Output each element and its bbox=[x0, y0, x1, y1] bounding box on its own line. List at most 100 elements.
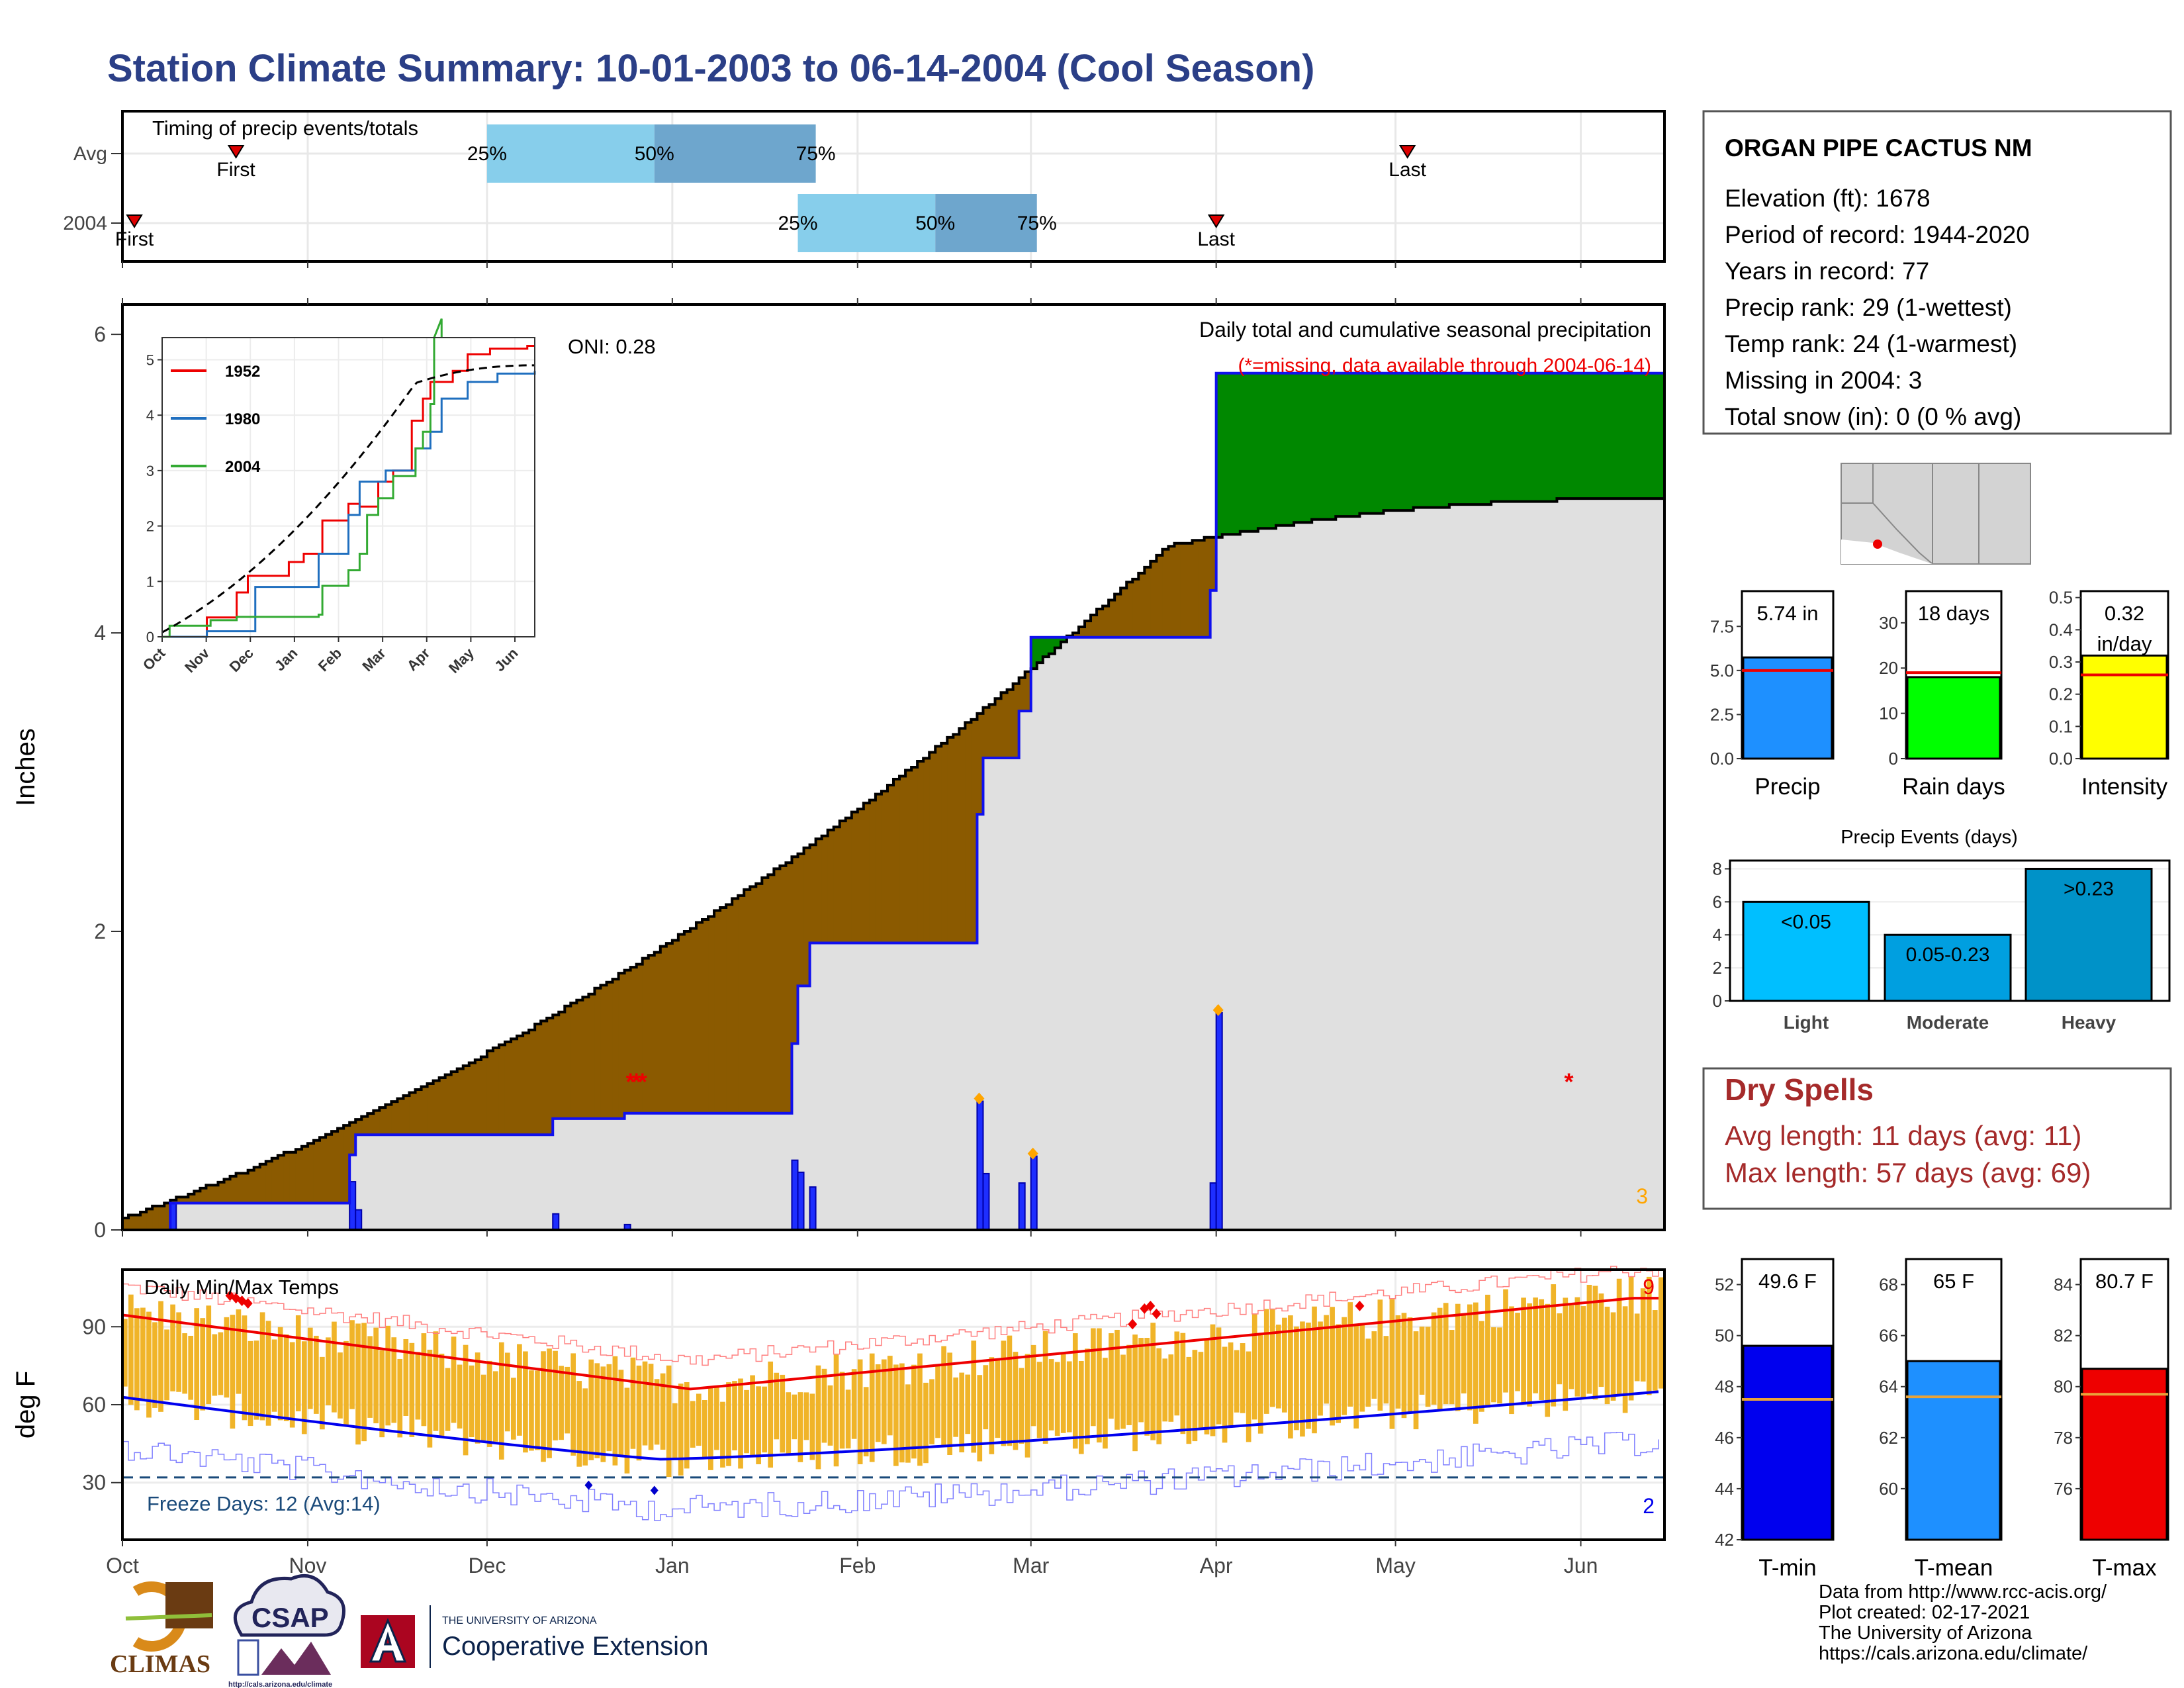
daily-temp-bar bbox=[1371, 1331, 1377, 1399]
summary-bar-y-tick-label: 10 bbox=[1879, 704, 1898, 724]
deficit-area bbox=[690, 928, 697, 1113]
daily-temp-bar bbox=[768, 1361, 774, 1468]
summary-bar-category-label: T-mean bbox=[1915, 1555, 1993, 1581]
timing-last-label: Last bbox=[1197, 228, 1235, 250]
deficit-area bbox=[206, 1185, 213, 1203]
daily-temp-bar bbox=[343, 1340, 349, 1427]
daily-temp-bar bbox=[821, 1368, 827, 1443]
deficit-area bbox=[283, 1152, 291, 1203]
daily-temp-bar bbox=[194, 1308, 200, 1421]
daily-temp-bar bbox=[983, 1365, 989, 1430]
precip-events-y-tick-label: 4 bbox=[1713, 925, 1722, 945]
record-low-line bbox=[122, 1432, 1659, 1521]
deficit-area bbox=[146, 1209, 153, 1230]
daily-temp-bar bbox=[397, 1358, 403, 1438]
inset-y-tick-label: 2 bbox=[146, 518, 154, 535]
daily-temp-bar bbox=[929, 1379, 934, 1444]
station-info-line: Temp rank: 24 (1-warmest) bbox=[1725, 330, 2017, 357]
summary-bar bbox=[1906, 1360, 2001, 1541]
surplus-area bbox=[1383, 373, 1390, 511]
daily-temp-bar bbox=[1563, 1297, 1569, 1411]
summary-bar-y-tick-label: 64 bbox=[1879, 1377, 1898, 1397]
deficit-area bbox=[451, 1071, 458, 1135]
temp-y-tick-label: 90 bbox=[82, 1315, 106, 1338]
daily-temp-bar bbox=[1610, 1312, 1616, 1401]
timing-bar-q50-q75 bbox=[935, 194, 1037, 252]
surplus-area bbox=[1234, 373, 1241, 535]
daily-temp-bar bbox=[1419, 1327, 1425, 1395]
daily-temp-bar bbox=[1437, 1307, 1443, 1411]
deficit-area bbox=[1198, 540, 1205, 637]
deficit-area bbox=[618, 973, 625, 1119]
surplus-area bbox=[1371, 373, 1379, 514]
deficit-area bbox=[445, 1074, 452, 1135]
daily-temp-bar bbox=[941, 1346, 946, 1446]
deficit-area bbox=[845, 818, 852, 943]
precip-event-category-label: Heavy bbox=[2062, 1012, 2116, 1033]
month-tick-label: Nov bbox=[289, 1554, 327, 1577]
daily-temp-bar bbox=[439, 1353, 445, 1437]
daily-temp-bar bbox=[1312, 1306, 1317, 1434]
footer-line: https://cals.arizona.edu/climate/ bbox=[1819, 1643, 2088, 1664]
daily-temp-bar bbox=[176, 1312, 181, 1392]
station-info-line: Missing in 2004: 3 bbox=[1725, 367, 1922, 394]
daily-temp-bar bbox=[523, 1351, 528, 1453]
deficit-area bbox=[863, 803, 870, 943]
right-side-panels: ORGAN PIPE CACTUS NM Elevation (ft): 1678… bbox=[1702, 110, 2172, 1581]
timing-frame bbox=[121, 110, 1666, 263]
deficit-area bbox=[1097, 608, 1103, 637]
daily-temp-bar bbox=[1473, 1302, 1479, 1424]
daily-temp-bar bbox=[917, 1353, 923, 1466]
summary-bar bbox=[1906, 676, 2001, 760]
month-tick-label: Mar bbox=[1013, 1554, 1049, 1577]
deficit-area bbox=[511, 1039, 518, 1135]
deficit-area bbox=[1144, 567, 1151, 637]
daily-temp-bar bbox=[1144, 1338, 1150, 1436]
deficit-area bbox=[277, 1155, 285, 1203]
deficit-area bbox=[1186, 543, 1193, 637]
surplus-area bbox=[1353, 373, 1361, 517]
surplus-area bbox=[1257, 373, 1265, 529]
csap-logo-text: CSAP bbox=[251, 1602, 329, 1633]
daily-temp-bar bbox=[421, 1333, 427, 1427]
deficit-area bbox=[989, 704, 996, 759]
month-axis: Oct Nov Dec Jan Feb Mar Apr May Jun bbox=[106, 261, 1598, 1577]
daily-temp-bar bbox=[200, 1318, 206, 1411]
daily-temp-bar bbox=[797, 1392, 803, 1462]
daily-temp-bar bbox=[863, 1387, 869, 1457]
daily-temp-bar bbox=[134, 1308, 140, 1411]
daily-temp-bar bbox=[152, 1322, 158, 1408]
deficit-area bbox=[827, 829, 835, 943]
deficit-area bbox=[1109, 600, 1115, 637]
daily-temp-bar bbox=[1162, 1358, 1168, 1422]
daily-temp-bar bbox=[815, 1365, 821, 1470]
deficit-area bbox=[708, 916, 715, 1113]
freeze-days-label: Freeze Days: 12 (Avg:14) bbox=[147, 1492, 381, 1515]
daily-temp-bar bbox=[1574, 1297, 1580, 1397]
daily-temp-bar bbox=[684, 1382, 690, 1469]
daily-temp-bar bbox=[1533, 1297, 1538, 1393]
deficit-area bbox=[1126, 582, 1133, 637]
deficit-area bbox=[780, 865, 787, 1113]
deficit-area bbox=[361, 1116, 368, 1135]
daily-temp-bar bbox=[1479, 1321, 1484, 1412]
daily-temp-bar bbox=[469, 1365, 475, 1438]
daily-temp-bar bbox=[230, 1315, 236, 1429]
deficit-area bbox=[965, 722, 972, 943]
surplus-area bbox=[1401, 373, 1408, 511]
record-low-marker bbox=[650, 1485, 659, 1495]
footer-line: Data from http://www.rcc-acis.org/ bbox=[1819, 1581, 2107, 1603]
deficit-area bbox=[397, 1098, 404, 1135]
daily-temp-bar bbox=[140, 1307, 146, 1400]
daily-temp-bar bbox=[349, 1320, 355, 1409]
daily-temp-bar bbox=[415, 1352, 421, 1420]
deficit-area bbox=[582, 997, 590, 1119]
surplus-area bbox=[1048, 637, 1056, 654]
daily-temp-bar bbox=[1389, 1299, 1395, 1429]
inset-y-tick-label: 5 bbox=[146, 352, 154, 368]
daily-temp-bar bbox=[1652, 1310, 1658, 1391]
daily-temp-bar bbox=[253, 1340, 259, 1420]
deficit-area bbox=[660, 946, 667, 1113]
surplus-area bbox=[1545, 373, 1552, 502]
deficit-area bbox=[1192, 540, 1199, 637]
